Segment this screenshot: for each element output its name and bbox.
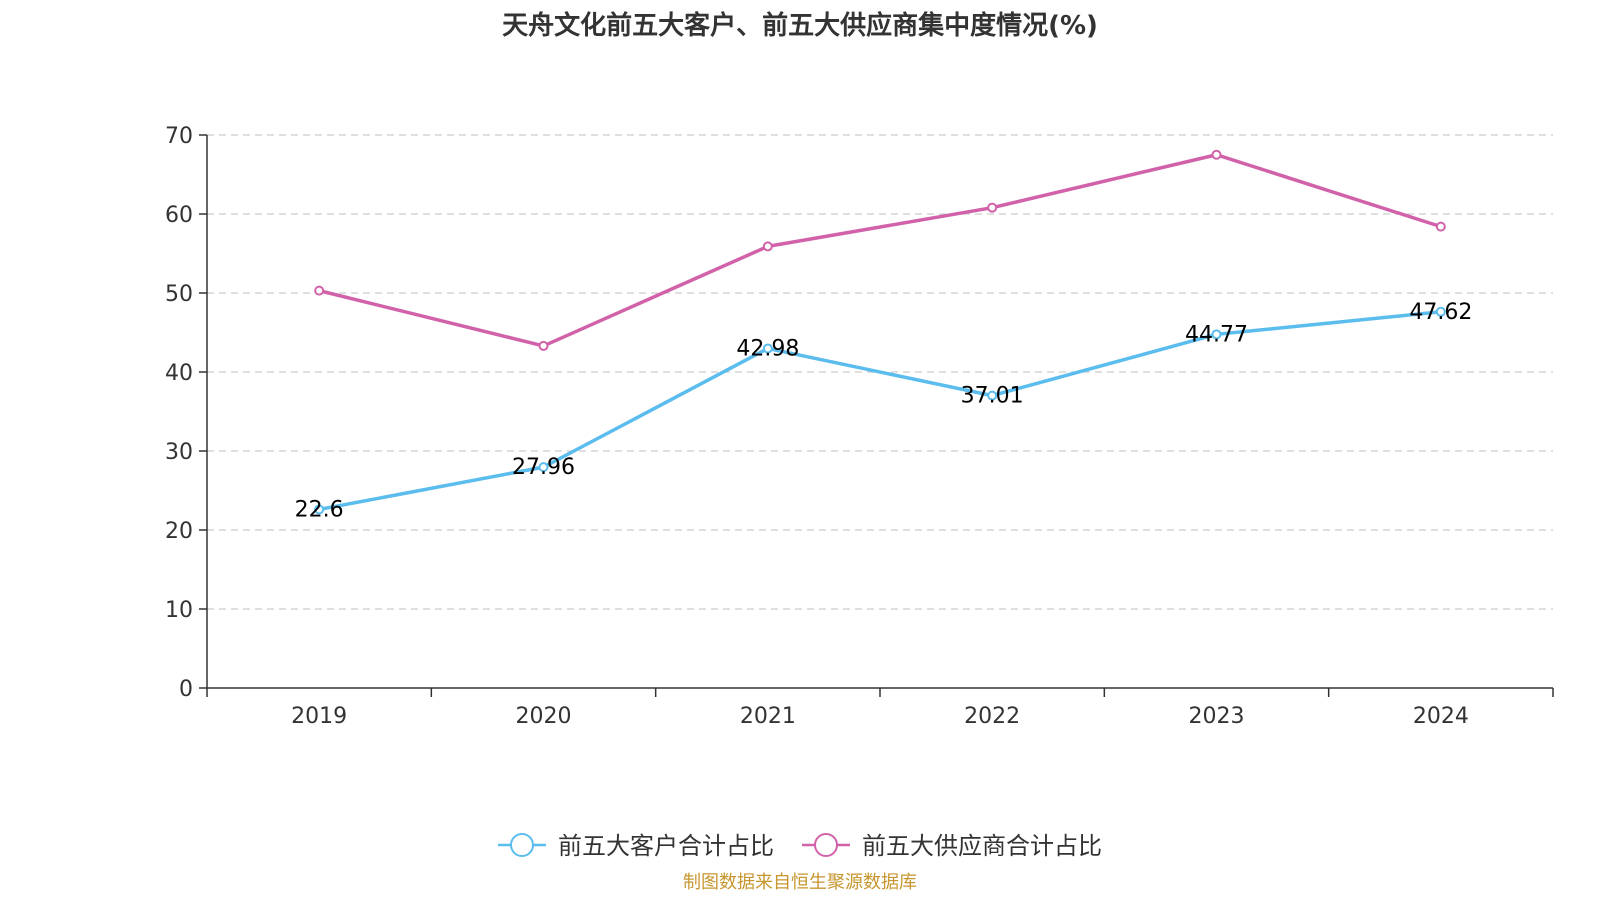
x-tick-label: 2023 (1189, 704, 1245, 729)
data-point[interactable] (314, 285, 325, 296)
data-label: 44.77 (1185, 322, 1248, 347)
series-line-0 (317, 310, 1443, 512)
y-tick-label: 30 (165, 440, 193, 465)
data-label: 47.62 (1409, 300, 1472, 325)
data-point[interactable] (987, 390, 998, 401)
legend[interactable]: 前五大客户合计占比 前五大供应商合计占比 (498, 832, 1102, 860)
data-point[interactable] (1435, 306, 1446, 317)
x-tick-label: 2022 (964, 704, 1020, 729)
source-note: 制图数据来自恒生聚源数据库 (683, 872, 917, 893)
legend-circle-icon (510, 833, 534, 857)
x-tick-label: 2019 (291, 704, 347, 729)
y-tick-label: 40 (165, 361, 193, 386)
data-point[interactable] (762, 241, 773, 252)
legend-label: 前五大供应商合计占比 (862, 832, 1102, 860)
data-point[interactable] (538, 340, 549, 351)
x-tick-label: 2020 (516, 704, 572, 729)
legend-item-1[interactable]: 前五大供应商合计占比 (802, 832, 1102, 860)
chart-title: 天舟文化前五大客户、前五大供应商集中度情况(%) (502, 10, 1098, 41)
series-lines (314, 149, 1446, 515)
y-tick-label: 60 (165, 203, 193, 228)
y-tick-label: 10 (165, 598, 193, 623)
data-point[interactable] (314, 504, 325, 515)
legend-label: 前五大客户合计占比 (558, 832, 774, 860)
legend-item-0[interactable]: 前五大客户合计占比 (498, 832, 774, 860)
data-point[interactable] (1211, 149, 1222, 160)
data-point[interactable] (1435, 221, 1446, 232)
data-point[interactable] (762, 343, 773, 354)
data-label: 22.6 (295, 497, 344, 522)
data-label: 37.01 (961, 384, 1024, 409)
data-point[interactable] (987, 202, 998, 213)
x-tick-label: 2024 (1413, 704, 1469, 729)
y-tick-label: 20 (165, 519, 193, 544)
data-point[interactable] (538, 462, 549, 473)
y-tick-label: 70 (165, 124, 193, 149)
data-label: 42.98 (736, 336, 799, 361)
series-line-1 (317, 153, 1443, 348)
y-tick-label: 50 (165, 282, 193, 307)
data-point[interactable] (1211, 329, 1222, 340)
axes: 0 10 20 30 40 50 60 70 2019 2020 2021 2022 2023 2024 (165, 124, 1554, 729)
x-tick-label: 2021 (740, 704, 796, 729)
legend-circle-icon (814, 833, 838, 857)
data-labels: 22.6 27.96 42.98 37.01 44.77 47.62 (295, 300, 1473, 523)
data-label: 27.96 (512, 455, 575, 480)
y-tick-label: 0 (179, 677, 193, 702)
